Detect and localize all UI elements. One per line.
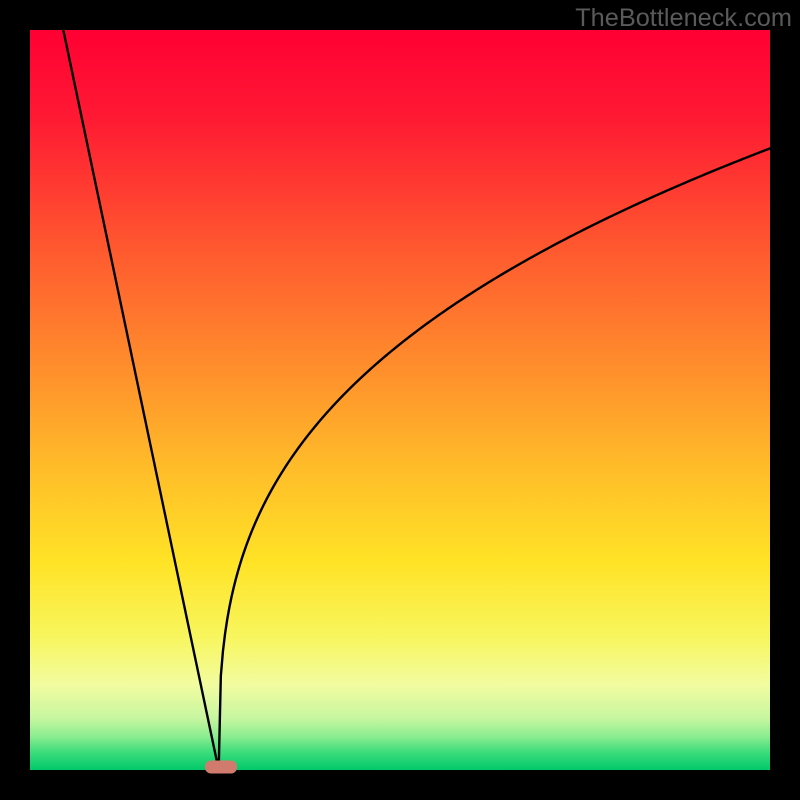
bottleneck-curve [63, 30, 770, 770]
curve-svg [30, 30, 770, 770]
plot-area [30, 30, 770, 770]
chart-container: TheBottleneck.com [0, 0, 800, 800]
minimum-marker [205, 761, 237, 774]
watermark-text: TheBottleneck.com [575, 4, 792, 33]
